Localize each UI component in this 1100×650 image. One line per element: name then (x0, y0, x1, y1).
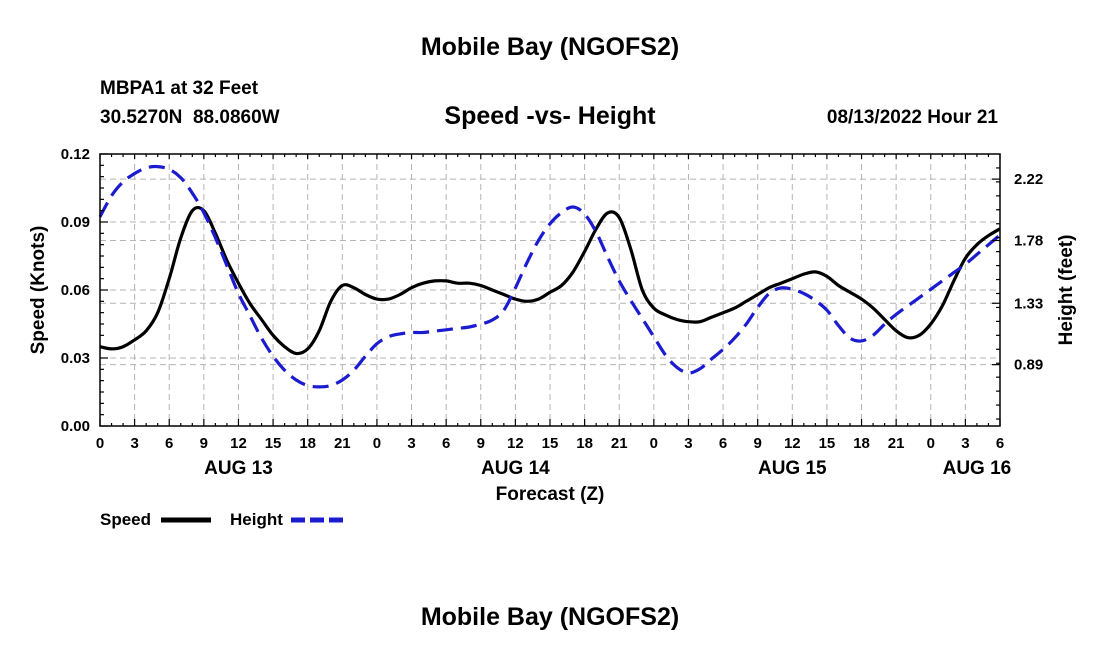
x-tick-label: 3 (130, 435, 138, 452)
date-label: AUG 13 (204, 458, 273, 479)
x-tick-label: 15 (819, 435, 836, 452)
y2-tick-label: 1.78 (1014, 232, 1043, 249)
legend-speed-label: Speed (100, 510, 151, 529)
x-tick-label: 9 (754, 435, 762, 452)
x-tick-label: 15 (542, 435, 559, 452)
x-tick-label: 6 (165, 435, 173, 452)
y2-tick-label: 2.22 (1014, 171, 1043, 188)
series (98, 164, 1002, 389)
x-tick-label: 9 (200, 435, 208, 452)
x-tick-label: 3 (961, 435, 969, 452)
x-tick-label: 21 (611, 435, 628, 452)
x-tick-label: 12 (507, 435, 524, 452)
x-tick-label: 0 (96, 435, 104, 452)
x-tick-label: 6 (719, 435, 727, 452)
x-tick-label: 21 (334, 435, 351, 452)
x-tick-label: 0 (927, 435, 935, 452)
chart-title: Speed -vs- Height (444, 102, 656, 130)
x-tick-label: 21 (888, 435, 905, 452)
y-tick-label: 0.06 (61, 282, 90, 299)
x-tick-label: 9 (477, 435, 485, 452)
grid (100, 154, 1000, 426)
x-tick-label: 12 (230, 435, 247, 452)
chart-top-title: Mobile Bay (NGOFS2) (421, 33, 679, 61)
station-name: MBPA1 at 32 Feet (100, 78, 259, 99)
x-tick-label: 12 (784, 435, 801, 452)
x-tick-label: 3 (684, 435, 692, 452)
axis-ticks: 0 3 6 9 12 15 18 21 0 3 6 9 12 15 18 21 0 3 6 9 12 15 18 21 0 3 6 A… (61, 146, 1043, 479)
y2-tick-label: 1.33 (1014, 295, 1043, 312)
series-line-speed (99, 205, 1001, 356)
series-line-height (98, 164, 1002, 389)
station-coordinates: 30.5270N 88.0860W (100, 107, 280, 128)
y-tick-label: 0.12 (61, 146, 90, 163)
x-tick-label: 15 (265, 435, 282, 452)
date-label: AUG 14 (481, 458, 550, 479)
y2-tick-label: 0.89 (1014, 357, 1043, 374)
y-tick-label: 0.03 (61, 350, 90, 367)
x-tick-label: 0 (650, 435, 658, 452)
x-tick-label: 6 (442, 435, 450, 452)
legend: Speed Height (100, 510, 343, 529)
x-tick-label: 0 (373, 435, 381, 452)
y-tick-label: 0.00 (61, 418, 90, 435)
x-tick-label: 6 (996, 435, 1004, 452)
x-tick-label: 3 (407, 435, 415, 452)
y-tick-label: 0.09 (61, 214, 90, 231)
chart-bottom-title: Mobile Bay (NGOFS2) (421, 603, 679, 631)
forecast-datetime: 08/13/2022 Hour 21 (827, 107, 999, 128)
x-axis-label: Forecast (Z) (496, 484, 605, 505)
date-label: AUG 16 (943, 458, 1012, 479)
date-label: AUG 15 (758, 458, 827, 479)
legend-height-label: Height (230, 510, 283, 529)
y-axis-label: Speed (Knots) (28, 226, 49, 355)
x-tick-label: 18 (299, 435, 316, 452)
x-tick-label: 18 (576, 435, 593, 452)
x-tick-label: 18 (853, 435, 870, 452)
y2-axis-label: Height (feet) (1056, 235, 1077, 346)
